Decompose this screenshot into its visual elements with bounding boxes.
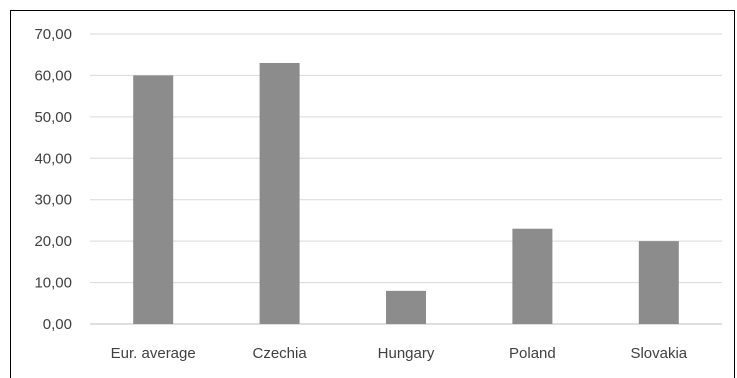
x-tick-label: Slovakia bbox=[630, 345, 687, 362]
bar-eur-average bbox=[133, 75, 174, 324]
x-tick-label: Poland bbox=[509, 345, 556, 362]
x-tick-label: Czechia bbox=[252, 345, 307, 362]
y-axis-tick-labels: 0,00 10,00 20,00 30,00 40,00 50,00 60,00 70,00 bbox=[34, 26, 72, 333]
x-tick-label: Hungary bbox=[378, 345, 435, 362]
x-axis-tick-labels: Eur. average Czechia Hungary Poland Slovakia bbox=[111, 345, 688, 362]
chart-frame bbox=[10, 10, 735, 378]
y-tick-label: 60,00 bbox=[34, 67, 72, 84]
y-tick-label: 30,00 bbox=[34, 192, 72, 209]
y-tick-label: 0,00 bbox=[43, 316, 72, 333]
y-tick-label: 40,00 bbox=[34, 150, 72, 167]
y-tick-label: 10,00 bbox=[34, 275, 72, 292]
y-tick-label: 50,00 bbox=[34, 109, 72, 126]
y-tick-label: 20,00 bbox=[34, 233, 72, 250]
bar-hungary bbox=[386, 290, 426, 324]
bar-poland bbox=[512, 228, 553, 324]
x-tick-label: Eur. average bbox=[111, 345, 196, 362]
y-tick-label: 70,00 bbox=[34, 26, 72, 43]
gridlines bbox=[90, 33, 722, 325]
bar-slovakia bbox=[638, 241, 679, 324]
bars bbox=[133, 63, 679, 324]
bar-czechia bbox=[259, 63, 300, 324]
